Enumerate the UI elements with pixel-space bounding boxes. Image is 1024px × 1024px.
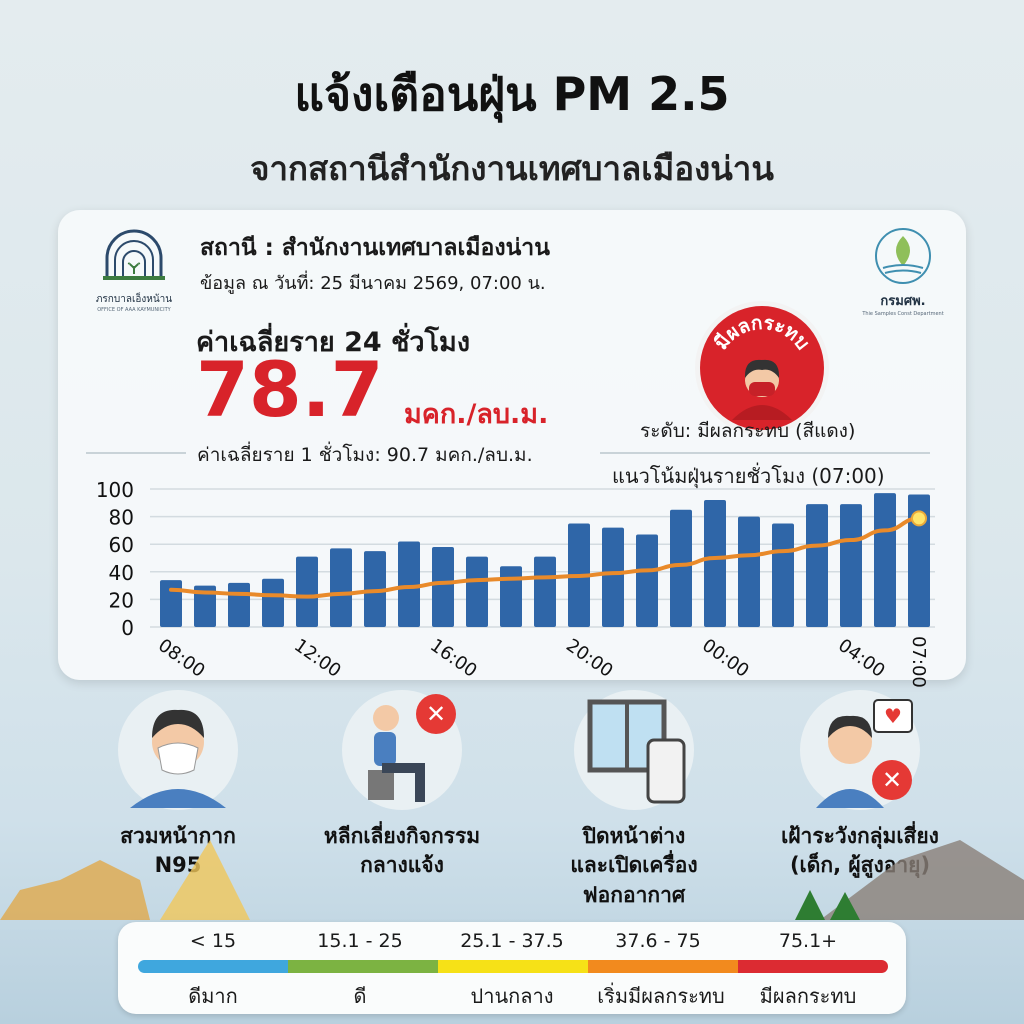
pm25-bar-chart: 0 20 40 60 80 100 08:00 12:00 16:00 20:00 00:00 04:… — [96, 478, 935, 688]
n95-mask-person-icon — [130, 709, 226, 808]
window-air-purifier-icon — [587, 699, 686, 804]
legend-range: 25.1 - 37.5 — [460, 930, 564, 952]
tip-mask-circle — [118, 690, 238, 810]
y-tick-label: 0 — [121, 616, 134, 640]
bar — [330, 548, 352, 627]
tip-window-circle — [574, 690, 694, 810]
bar — [500, 566, 522, 627]
chart-title: แนวโน้มฝุ่นรายชั่วโมง (07:00) — [612, 464, 885, 488]
scenery-decoration — [0, 840, 1024, 920]
leaf-water-icon — [875, 228, 931, 284]
bar — [772, 523, 794, 627]
avg24-unit: มคก./ลบ.ม. — [404, 399, 549, 430]
bar — [840, 504, 862, 627]
scale-start-affect — [588, 960, 738, 973]
divider — [600, 452, 930, 454]
avg24-label: ค่าเฉลี่ยราย 24 ชั่วโมง — [196, 327, 471, 358]
level-text: ระดับ: มีผลกระทบ (สีแดง) — [640, 420, 856, 442]
page-subtitle: จากสถานีสำนักงานเทศบาลเมืองน่าน — [250, 149, 774, 188]
stupa-icon — [160, 840, 250, 920]
y-tick-label: 40 — [109, 561, 134, 585]
bar — [738, 516, 760, 627]
scale-very-good — [138, 960, 288, 973]
legend-label: เริ่มมีผลกระทบ — [597, 984, 725, 1008]
y-tick-label: 80 — [109, 506, 134, 530]
y-tick-label: 100 — [96, 478, 134, 502]
caregiver-person-icon: ♥ — [816, 699, 913, 808]
legend-range: 37.6 - 75 — [615, 930, 701, 952]
legend-range: < 15 — [189, 930, 237, 952]
avg24-value: 78.7 — [196, 345, 384, 434]
bar — [534, 556, 556, 627]
bar — [908, 494, 930, 627]
municipality-logo: ภรกบาลเอ็งหน้าน OFFICE OF AAA KAYMUNICIT… — [86, 228, 182, 313]
avg1-value: ค่าเฉลี่ยราย 1 ชั่วโมง: 90.7 มคก./ลบ.ม. — [197, 444, 533, 466]
bar — [364, 551, 386, 627]
masked-person-icon — [732, 359, 792, 420]
x-mark-icon: ✕ — [872, 760, 912, 800]
legend-label: ดี — [353, 984, 367, 1008]
data-timestamp: ข้อมูล ณ วันที่: 25 มีนาคม 2569, 07:00 น… — [200, 273, 546, 294]
department-logo: กรมศพ. Thie Samples Const Department — [858, 226, 948, 317]
bar — [602, 527, 624, 627]
bar — [296, 556, 318, 627]
x-mark-icon: ✕ — [416, 694, 456, 734]
temple-icon — [0, 860, 150, 920]
legend-range: 75.1+ — [778, 930, 838, 952]
legend-label: มีผลกระทบ — [759, 984, 857, 1008]
scale-good — [288, 960, 438, 973]
x-tick-label: 12:00 — [290, 635, 345, 682]
y-tick-label: 60 — [109, 533, 134, 557]
x-tick-label: 08:00 — [154, 635, 209, 682]
tree-icon — [795, 890, 860, 920]
bar — [874, 493, 896, 627]
bar — [398, 541, 420, 627]
mountain-icon — [820, 840, 1024, 920]
arch-sprout-icon — [103, 229, 165, 280]
bar — [432, 546, 454, 627]
tip-avoid-circle — [342, 690, 462, 810]
trend-endpoint — [911, 510, 927, 527]
sitting-person-icon — [368, 705, 425, 802]
y-tick-label: 20 — [109, 588, 134, 612]
x-tick-label: 20:00 — [562, 635, 617, 682]
trend-line — [169, 516, 921, 599]
x-tick-label: 16:00 — [426, 635, 481, 682]
status-badge: มีผลกระทบ — [692, 298, 832, 438]
legend-label: ปานกลาง — [470, 984, 554, 1008]
x-tick-label: 07:00 — [908, 636, 929, 688]
legend-label: ดีมาก — [188, 984, 238, 1008]
tip-label: หลีกเลี่ยงกิจกรรม กลางแจ้ง — [323, 824, 481, 878]
tip-label: ปิดหน้าต่าง และเปิดเครื่อง ฟอกอากาศ — [570, 824, 698, 907]
bar — [636, 534, 658, 627]
bar — [160, 580, 182, 627]
aqi-color-scale — [138, 960, 888, 973]
bar — [806, 504, 828, 627]
bar — [262, 578, 284, 627]
bar — [670, 509, 692, 627]
x-tick-label: 00:00 — [698, 635, 753, 682]
divider — [86, 452, 186, 454]
bar — [704, 500, 726, 627]
bar — [228, 582, 250, 627]
bar — [466, 556, 488, 627]
scale-affect — [738, 960, 888, 973]
page-title: แจ้งเตือนฝุ่น PM 2.5 — [294, 67, 730, 121]
station-name: สถานี : สำนักงานเทศบาลเมืองน่าน — [200, 235, 550, 261]
svg-text:♥: ♥ — [884, 704, 902, 728]
bar — [194, 585, 216, 627]
legend-range: 15.1 - 25 — [317, 930, 403, 952]
x-tick-label: 04:00 — [834, 635, 889, 682]
scale-moderate — [438, 960, 588, 973]
